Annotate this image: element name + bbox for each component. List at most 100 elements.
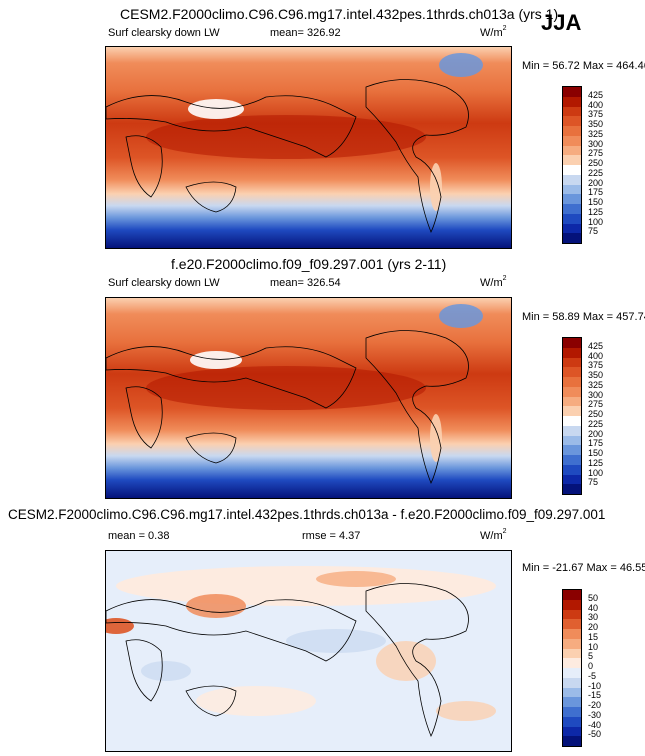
colorbar-swatch xyxy=(563,648,581,659)
colorbar-tick-label: 200 xyxy=(588,428,604,439)
colorbar-tick-label: 300 xyxy=(588,138,604,149)
colorbar-tick-label: 325 xyxy=(588,128,604,139)
colorbar-swatch xyxy=(563,347,581,358)
colorbar-swatch xyxy=(563,184,581,195)
colorbar-swatch xyxy=(563,223,581,234)
panel-1-map-svg xyxy=(106,47,511,248)
panel-2-variable-label: Surf clearsky down LW xyxy=(108,277,220,289)
colorbar-tick-label: 100 xyxy=(588,216,604,227)
colorbar-swatch xyxy=(563,338,581,348)
colorbar-tick-label: 10 xyxy=(588,641,599,652)
colorbar-swatch xyxy=(563,474,581,485)
colorbar-swatch xyxy=(563,116,581,126)
colorbar-tick-label: 175 xyxy=(588,187,604,198)
colorbar-swatch xyxy=(563,135,581,146)
panel-2-colorbar xyxy=(562,337,582,495)
panel-3-map-svg xyxy=(106,551,511,751)
colorbar-tick-label: -15 xyxy=(588,690,602,701)
colorbar-swatch xyxy=(563,687,581,698)
panel-3-minmax: Min = -21.67 Max = 46.55 xyxy=(522,562,645,574)
colorbar-tick-label: -10 xyxy=(588,680,602,691)
colorbar-tick-label: -50 xyxy=(588,729,602,740)
colorbar-swatch xyxy=(563,126,581,136)
colorbar-swatch xyxy=(563,204,581,214)
panel-1-variable-label: Surf clearsky down LW xyxy=(108,27,220,39)
colorbar-tick-label: 150 xyxy=(588,448,604,458)
colorbar-swatch xyxy=(563,435,581,446)
colorbar-tick-label: 375 xyxy=(588,109,604,120)
colorbar-tick-label: -40 xyxy=(588,719,602,730)
colorbar-tick-label: 75 xyxy=(588,226,599,237)
colorbar-tick-label: 150 xyxy=(588,197,604,207)
colorbar-swatch xyxy=(563,213,581,224)
colorbar-swatch xyxy=(563,194,581,204)
colorbar-swatch xyxy=(563,357,581,368)
colorbar-tick-label: 175 xyxy=(588,438,604,449)
colorbar-swatch xyxy=(563,386,581,397)
colorbar-swatch xyxy=(563,155,581,165)
panel-2-map xyxy=(105,297,512,499)
colorbar-swatch xyxy=(563,377,581,387)
colorbar-swatch xyxy=(563,145,581,156)
panel-3-mean-label: mean = 0.38 xyxy=(108,530,170,542)
colorbar-swatch xyxy=(563,396,581,407)
colorbar-tick-label: 100 xyxy=(588,467,604,478)
panel-2-minmax: Min = 58.89 Max = 457.74 xyxy=(522,311,645,323)
panel-1-map xyxy=(105,46,512,249)
panel-3-rmse-label: rmse = 4.37 xyxy=(302,530,361,542)
colorbar-swatch xyxy=(563,174,581,185)
colorbar-swatch xyxy=(563,445,581,455)
colorbar-tick-label: 30 xyxy=(588,612,599,623)
colorbar-swatch xyxy=(563,106,581,117)
colorbar-tick-label: 400 xyxy=(588,350,604,361)
colorbar-tick-label: 40 xyxy=(588,602,599,613)
colorbar-tick-label: 275 xyxy=(588,399,604,410)
colorbar-swatch xyxy=(563,629,581,639)
season-label: JJA xyxy=(541,10,582,35)
colorbar-swatch xyxy=(563,96,581,107)
colorbar-tick-label: 225 xyxy=(588,167,604,178)
colorbar-swatch xyxy=(563,619,581,629)
panel-1-title: CESM2.F2000climo.C96.C96.mg17.intel.432p… xyxy=(120,6,559,22)
colorbar-swatch xyxy=(563,736,581,746)
colorbar-tick-label: 350 xyxy=(588,119,604,129)
colorbar-tick-label: 350 xyxy=(588,370,604,380)
colorbar-tick-label: 125 xyxy=(588,206,604,217)
panel-3-units: W/m2 xyxy=(480,528,507,542)
panel-2-mean-label: mean= 326.54 xyxy=(270,277,341,289)
colorbar-swatch xyxy=(563,726,581,737)
panel-2-map-svg xyxy=(106,298,511,498)
panel-3-title: CESM2.F2000climo.C96.C96.mg17.intel.432p… xyxy=(8,507,606,522)
colorbar-tick-label: 400 xyxy=(588,99,604,110)
panel-2-units: W/m2 xyxy=(480,275,507,289)
colorbar-swatch xyxy=(563,716,581,727)
panel-1-colorbar xyxy=(562,86,582,244)
colorbar-swatch xyxy=(563,233,581,243)
colorbar-tick-label: 200 xyxy=(588,177,604,188)
colorbar-tick-label: 325 xyxy=(588,379,604,390)
colorbar-swatch xyxy=(563,677,581,688)
colorbar-tick-label: 300 xyxy=(588,389,604,400)
colorbar-swatch xyxy=(563,590,581,600)
colorbar-swatch xyxy=(563,425,581,436)
panel-2-title: f.e20.F2000climo.f09_f09.297.001 (yrs 2-… xyxy=(171,256,447,272)
colorbar-swatch xyxy=(563,87,581,97)
colorbar-tick-label: 425 xyxy=(588,89,604,100)
colorbar-tick-label: 425 xyxy=(588,340,604,351)
panel-1-units: W/m2 xyxy=(480,25,507,39)
colorbar-swatch xyxy=(563,416,581,426)
colorbar-tick-label: 5 xyxy=(588,651,594,662)
colorbar-swatch xyxy=(563,367,581,377)
panel-1-mean-label: mean= 326.92 xyxy=(270,27,341,39)
colorbar-tick-label: -5 xyxy=(588,670,597,681)
colorbar-tick-label: 0 xyxy=(588,661,594,671)
colorbar-tick-label: 75 xyxy=(588,477,599,488)
colorbar-swatch xyxy=(563,658,581,668)
colorbar-tick-label: 15 xyxy=(588,631,599,642)
colorbar-tick-label: 375 xyxy=(588,360,604,371)
colorbar-swatch xyxy=(563,707,581,717)
colorbar-swatch xyxy=(563,638,581,649)
colorbar-swatch xyxy=(563,609,581,620)
colorbar-swatch xyxy=(563,599,581,610)
panel-1-minmax: Min = 56.72 Max = 464.46 xyxy=(522,60,645,72)
